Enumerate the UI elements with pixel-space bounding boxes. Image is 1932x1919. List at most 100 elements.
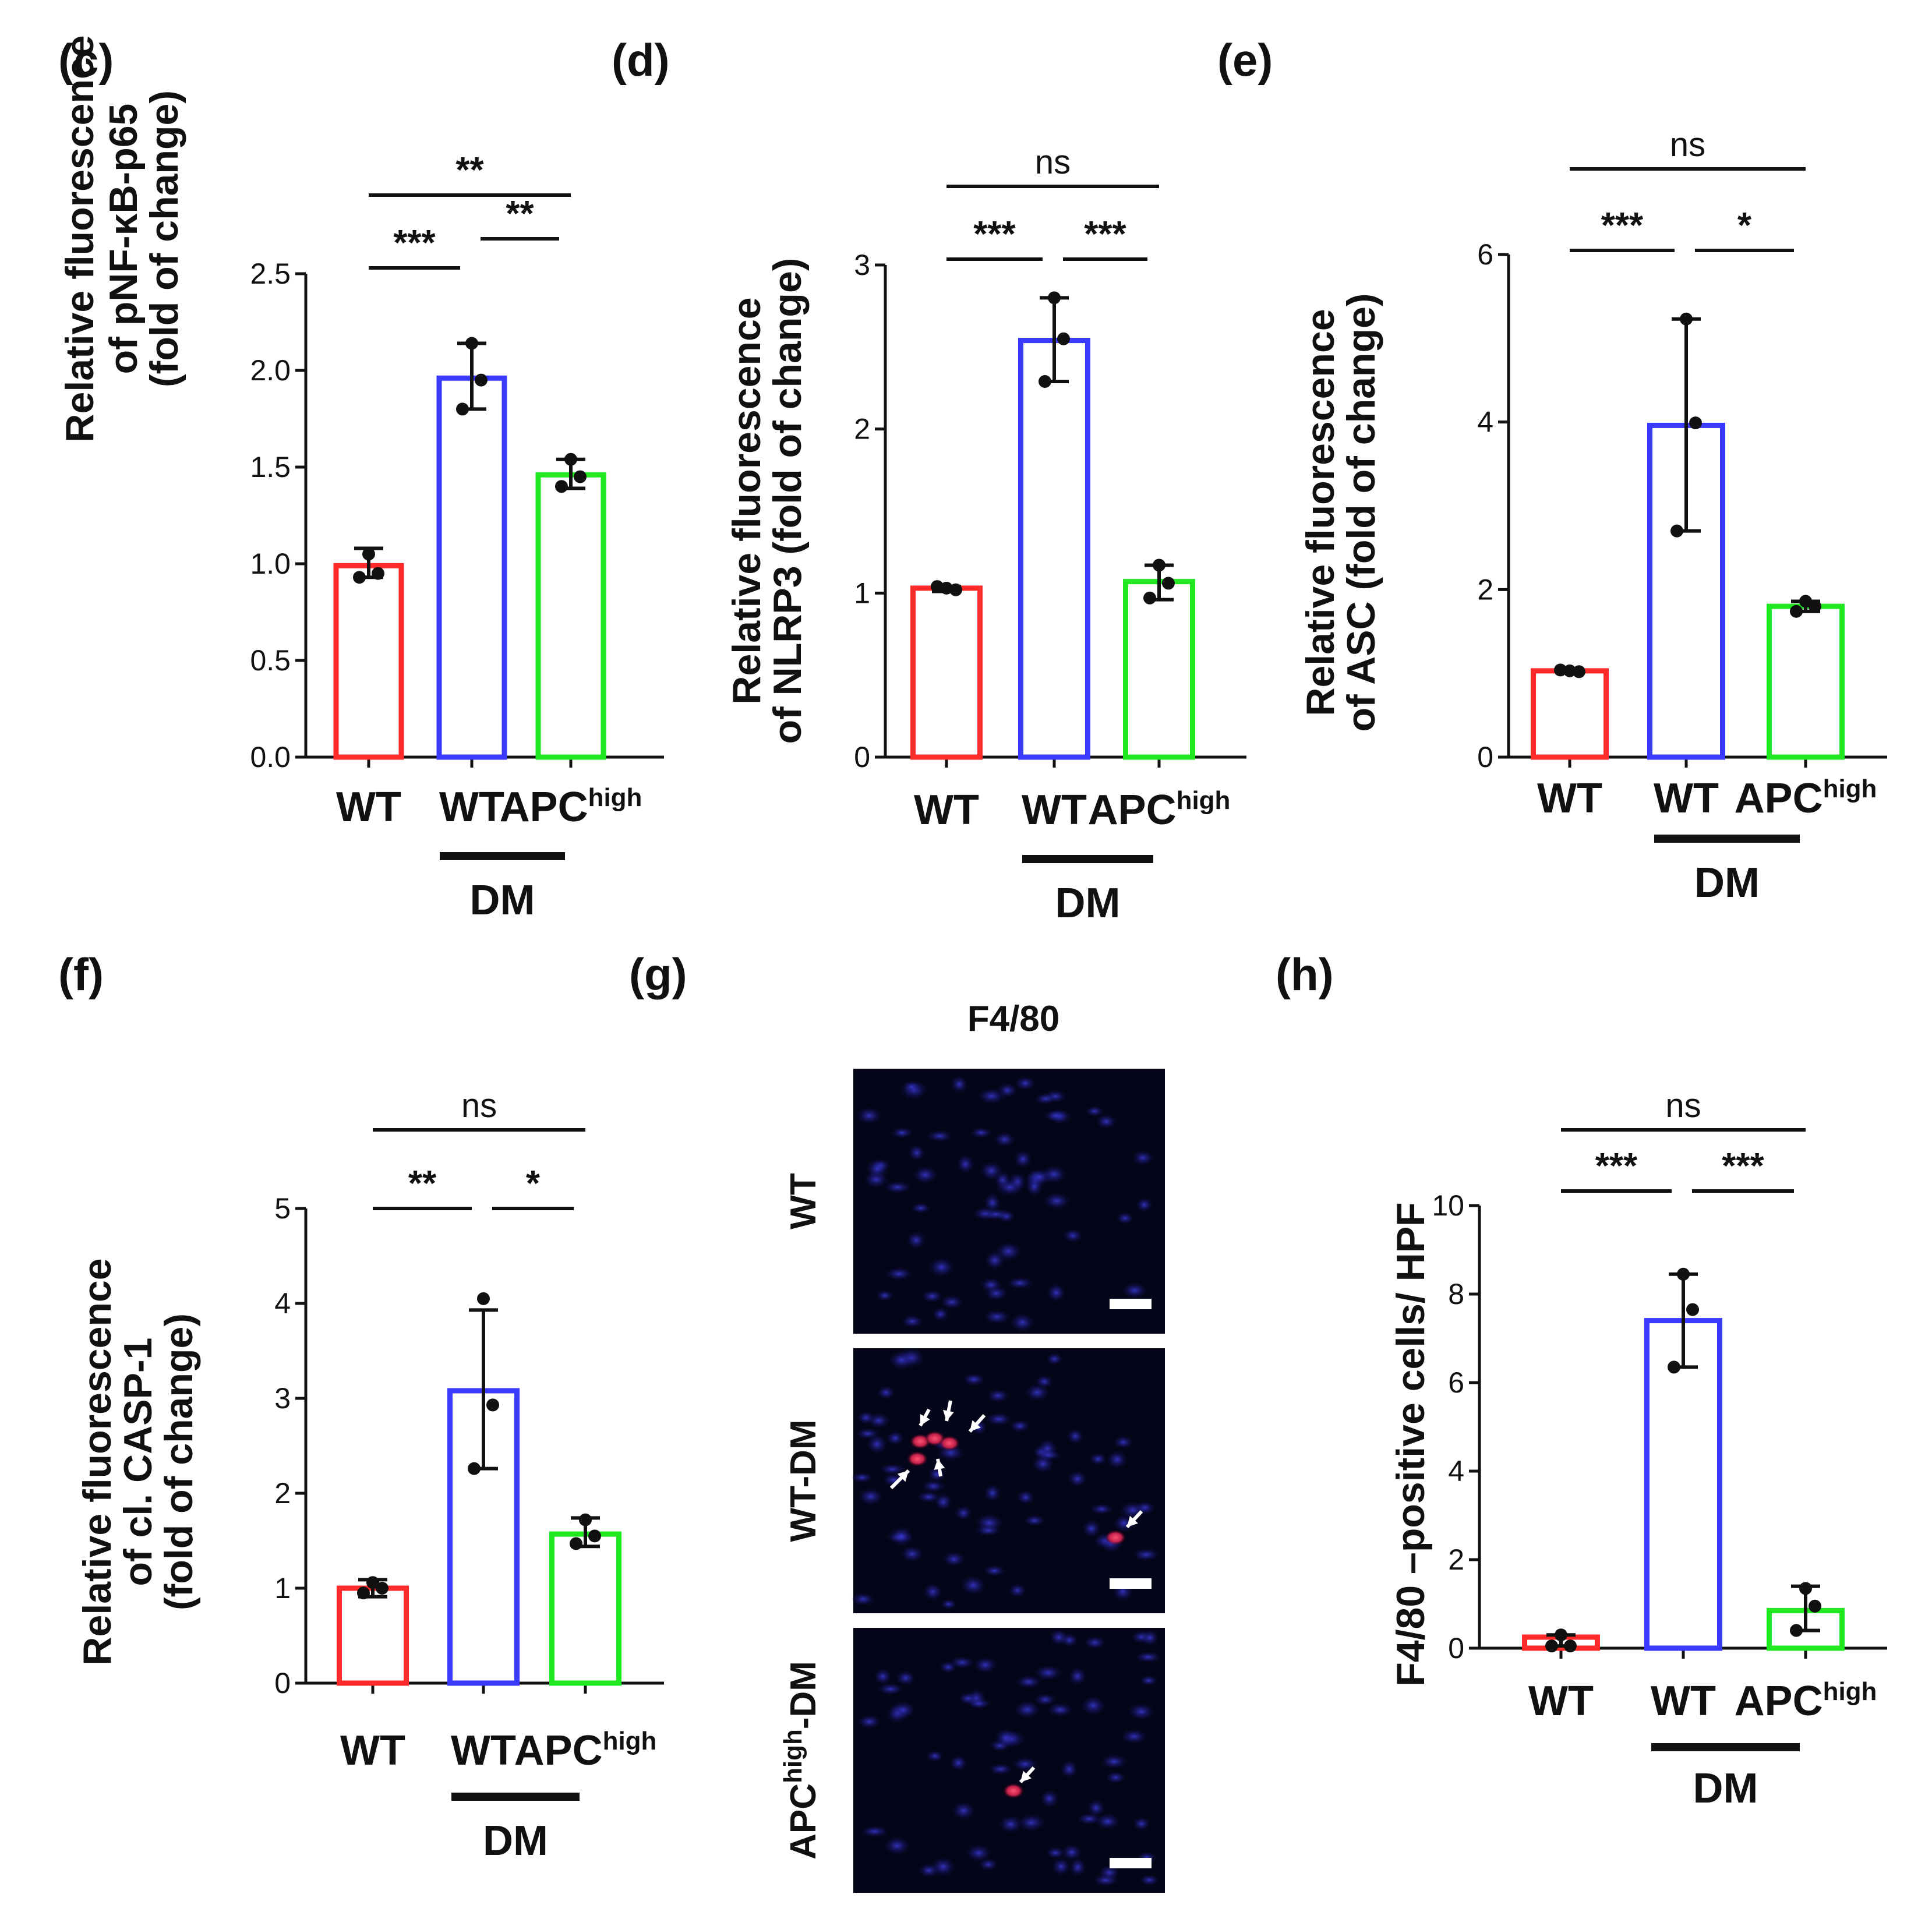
significance-label: **	[506, 194, 534, 234]
nucleus-blob	[851, 1472, 873, 1483]
nucleus-blob	[884, 1836, 910, 1855]
nucleus-blob	[903, 1081, 920, 1093]
nucleus-blob	[889, 1526, 913, 1546]
y-tick-label: 3	[274, 1382, 291, 1415]
data-point	[1677, 1267, 1690, 1281]
scale-bar	[1110, 1858, 1152, 1868]
bar-2	[1018, 338, 1090, 760]
nucleus-blob	[1141, 1630, 1159, 1646]
nucleus-blob	[1095, 1813, 1120, 1830]
nucleus-blob	[975, 1525, 1001, 1536]
nucleus-blob	[984, 1484, 1001, 1502]
nucleus-blob	[1096, 1114, 1117, 1129]
nucleus-blob	[858, 1488, 883, 1505]
nucleus-blob	[921, 1289, 944, 1303]
nucleus-blob	[1025, 1384, 1050, 1401]
data-point	[1153, 559, 1165, 572]
data-point	[1048, 291, 1061, 305]
nucleus-blob	[949, 1755, 967, 1771]
nucleus-blob	[940, 1599, 957, 1610]
significance-label: ns	[1035, 143, 1071, 181]
panel-label: (g)	[629, 949, 687, 1000]
data-point	[1790, 605, 1803, 618]
y-axis-label: of NLRP3 (fold of change)	[765, 258, 810, 744]
data-point	[1790, 1624, 1803, 1637]
nucleus-blob	[1139, 1675, 1158, 1686]
nucleus-blob	[923, 1583, 942, 1600]
data-point	[456, 402, 469, 416]
nucleus-blob	[979, 1858, 998, 1871]
nucleus-blob	[986, 1412, 1012, 1426]
y-tick-label: 0.5	[250, 644, 291, 677]
nucleus-blob	[867, 1434, 888, 1454]
nucleus-blob	[1090, 1503, 1113, 1515]
nucleus-blob	[984, 1285, 1008, 1301]
nucleus-blob	[1035, 1449, 1062, 1461]
y-axis-label: of ASC (fold of change)	[1339, 294, 1383, 732]
x-category-label: WT	[340, 1727, 405, 1774]
nucleus-blob	[851, 1592, 875, 1606]
nucleus-blob	[1101, 1754, 1127, 1769]
x-category-label: WT	[1537, 775, 1602, 822]
bar-3	[549, 1531, 621, 1686]
nucleus-blob	[1099, 1865, 1120, 1881]
nucleus-blob	[1010, 1313, 1034, 1332]
data-point	[1670, 524, 1683, 538]
micrograph-row-label: WT	[783, 1173, 824, 1229]
y-tick-label: 0	[274, 1667, 291, 1699]
y-tick-label: 2	[854, 413, 870, 446]
data-point	[1554, 663, 1567, 677]
data-point	[931, 580, 944, 593]
significance-label: *	[1737, 206, 1752, 246]
x-category-label: APChigh	[1735, 775, 1877, 822]
nucleus-blob	[1046, 1352, 1063, 1365]
y-axis-label: of cl. CASP-1	[116, 1338, 160, 1586]
y-tick-label: 2.5	[250, 257, 291, 290]
data-point	[1563, 664, 1576, 677]
significance-label: **	[408, 1164, 437, 1204]
x-category-label: APChigh	[500, 783, 642, 830]
panel-label: (d)	[612, 34, 670, 86]
significance-label: ns	[461, 1087, 497, 1125]
nucleus-blob	[1063, 1228, 1083, 1243]
nucleus-blob	[983, 1309, 1011, 1324]
micrograph-row-label: WT-DM	[783, 1419, 824, 1542]
nucleus-blob	[913, 1166, 938, 1184]
y-tick-label: 2.0	[250, 354, 291, 387]
data-point	[1809, 1599, 1821, 1613]
nucleus-blob	[1082, 1519, 1101, 1538]
nucleus-blob	[928, 1257, 955, 1277]
chart-c: (c)Relative fluorescence of pNF-κB-p65(fo…	[58, 34, 664, 924]
y-tick-label: 0	[1448, 1632, 1464, 1664]
nucleus-blob	[994, 1132, 1015, 1147]
significance-label: ***	[393, 223, 436, 263]
data-point	[949, 583, 962, 596]
nucleus-blob	[1135, 1651, 1161, 1663]
nucleus-blob	[1041, 1165, 1066, 1183]
nucleus-blob	[1034, 1664, 1062, 1681]
nucleus-blob	[886, 1431, 904, 1446]
nucleus-blob	[1107, 1450, 1128, 1469]
y-axis-label: Relative fluorescence	[75, 1258, 119, 1665]
y-tick-label: 2	[1448, 1543, 1464, 1576]
scale-bar	[1110, 1578, 1152, 1589]
nucleus-blob	[932, 1307, 949, 1321]
nucleus-blob	[1061, 1844, 1082, 1861]
nucleus-blob	[857, 1715, 881, 1729]
nucleus-blob	[896, 1670, 916, 1686]
nucleus-blob	[917, 1491, 941, 1503]
data-point	[1555, 1628, 1567, 1642]
data-point	[574, 470, 587, 483]
nucleus-blob	[1018, 1814, 1045, 1832]
nucleus-blob	[939, 1661, 958, 1673]
nucleus-blob	[1015, 1675, 1042, 1689]
nucleus-blob	[926, 1750, 944, 1762]
y-tick-label: 1	[274, 1572, 291, 1605]
y-axis-label: (fold of change)	[142, 90, 186, 387]
y-axis-label: Relative fluorescence	[725, 297, 769, 704]
nucleus-blob	[1008, 1584, 1026, 1598]
nucleus-blob	[889, 1351, 914, 1370]
data-point	[1039, 374, 1051, 388]
nucleus-blob	[1060, 1760, 1078, 1779]
